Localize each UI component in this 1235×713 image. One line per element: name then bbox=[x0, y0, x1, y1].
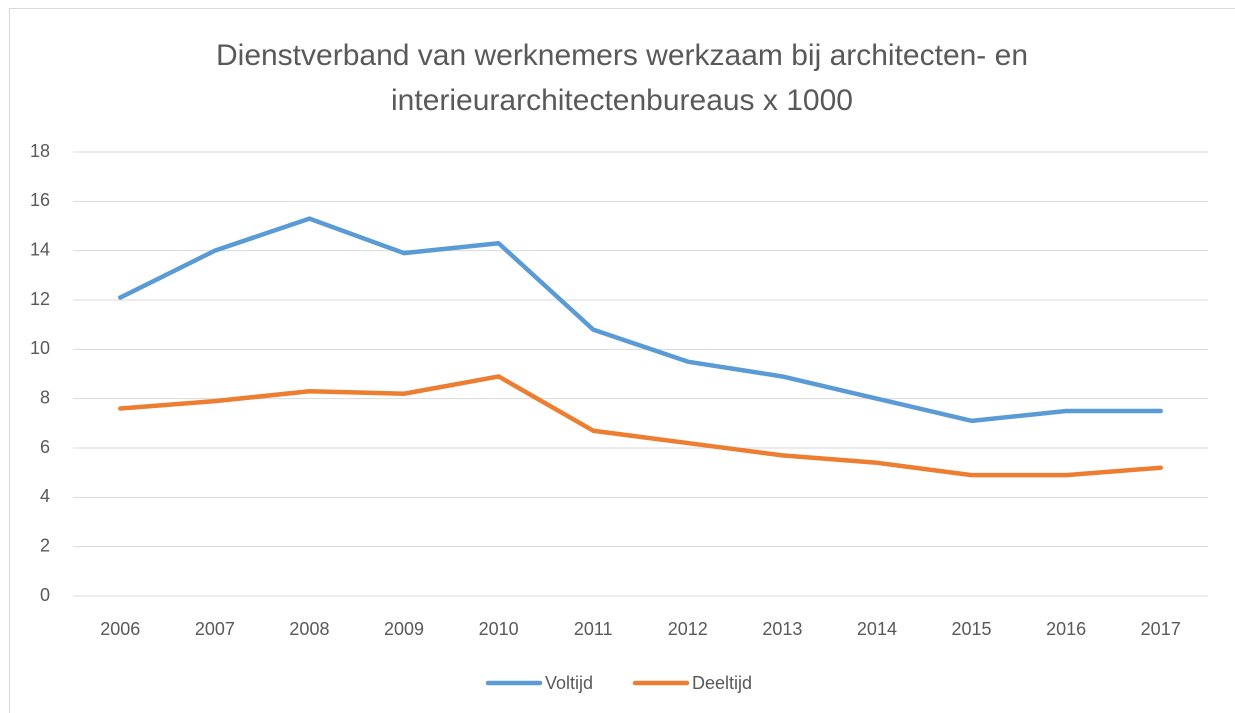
x-tick-label: 2006 bbox=[100, 619, 140, 639]
y-tick-label: 2 bbox=[40, 535, 50, 555]
y-tick-label: 12 bbox=[30, 289, 50, 309]
y-tick-label: 16 bbox=[30, 190, 50, 210]
x-tick-label: 2013 bbox=[762, 619, 802, 639]
y-tick-label: 8 bbox=[40, 387, 50, 407]
y-tick-label: 6 bbox=[40, 437, 50, 457]
x-tick-label: 2015 bbox=[952, 619, 992, 639]
chart-title: interieurarchitectenbureaus x 1000 bbox=[391, 84, 853, 117]
x-tick-label: 2010 bbox=[479, 619, 519, 639]
x-tick-label: 2016 bbox=[1046, 619, 1086, 639]
y-tick-label: 10 bbox=[30, 338, 50, 358]
legend-label: Deeltijd bbox=[692, 673, 752, 693]
y-tick-label: 14 bbox=[30, 239, 50, 259]
series-line bbox=[118, 374, 1163, 478]
x-tick-label: 2014 bbox=[857, 619, 897, 639]
chart-title: Dienstverband van werknemers werkzaam bi… bbox=[216, 39, 1028, 72]
y-tick-label: 4 bbox=[40, 486, 50, 506]
x-tick-label: 2011 bbox=[574, 619, 613, 639]
y-tick-label: 0 bbox=[40, 585, 50, 605]
x-tick-label: 2012 bbox=[668, 619, 708, 639]
series-line bbox=[118, 216, 1163, 424]
x-tick-label: 2007 bbox=[195, 619, 235, 639]
y-tick-label: 18 bbox=[30, 141, 50, 161]
x-tick-label: 2008 bbox=[289, 619, 329, 639]
x-tick-label: 2009 bbox=[384, 619, 424, 639]
x-tick-label: 2017 bbox=[1141, 619, 1181, 639]
legend-label: Voltijd bbox=[545, 673, 593, 693]
